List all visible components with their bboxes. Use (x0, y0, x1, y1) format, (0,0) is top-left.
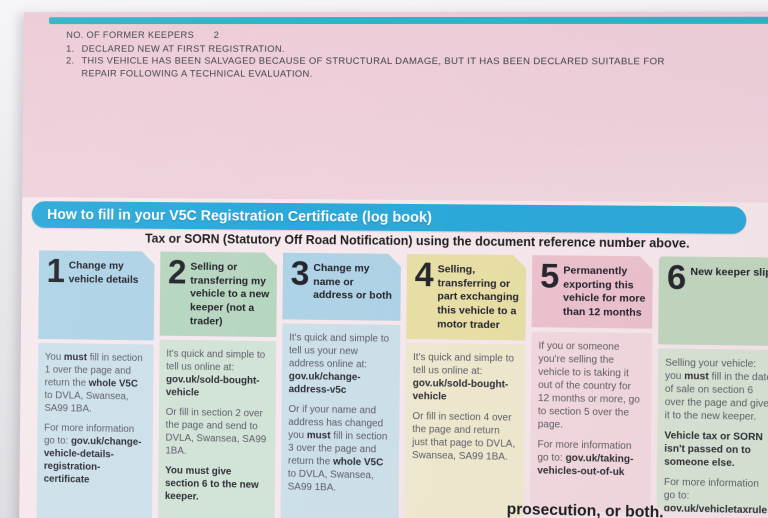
instruction-column-header: 4 Selling, transferring or part exchangi… (406, 254, 526, 341)
howto-title: How to fill in your V5C Registration Cer… (47, 206, 432, 226)
instruction-column-header: 3 Change my name or address or both (282, 253, 401, 321)
instruction-column-body: Selling your vehicle: you must fill in t… (656, 348, 768, 514)
instruction-paragraph: It's quick and simple to tell us your ne… (288, 332, 390, 396)
instruction-paragraph: Or fill in section 2 over the page and s… (165, 407, 267, 457)
instruction-column-body: If you or someone you're selling the veh… (529, 331, 653, 513)
instruction-paragraph: Selling your vehicle: you must fill in t… (664, 357, 768, 423)
section-number: 6 (666, 258, 686, 298)
instruction-column-1: 1 Change my vehicle details You must fil… (36, 250, 155, 518)
instruction-column-header: 2 Selling or transferring my vehicle to … (160, 252, 278, 338)
section-number: 1 (46, 252, 65, 291)
instruction-paragraph: Or fill in section 4 over the page and r… (411, 411, 516, 464)
section-number: 5 (539, 257, 559, 296)
section-number: 4 (414, 256, 433, 295)
section-title: Change my name or address or both (313, 262, 392, 303)
section-number: 3 (290, 254, 309, 293)
v5c-document-page: NO. OF FORMER KEEPERS 2 1. DECLARED NEW A… (18, 11, 768, 518)
notice-item-1: 1. DECLARED NEW AT FIRST REGISTRATION. (66, 43, 693, 56)
instruction-paragraph: For more information go to: gov.uk/vehic… (663, 476, 768, 514)
instruction-column-header: 6 New keeper slip (658, 256, 768, 346)
former-keepers-line: NO. OF FORMER KEEPERS 2 (66, 30, 693, 43)
how-to-columns: 1 Change my vehicle details You must fil… (36, 250, 768, 518)
notice-item-2: 2. THIS VEHICLE HAS BEEN SALVAGED BECAUS… (66, 56, 693, 82)
instruction-column-6: 6 New keeper slip Selling your vehicle: … (656, 256, 768, 518)
instruction-paragraph: It's quick and simple to tell us online … (165, 348, 266, 399)
instruction-paragraph: If you or someone you're selling the veh… (537, 340, 640, 431)
instruction-paragraph: It's quick and simple to tell us online … (412, 352, 515, 403)
instruction-column-body: It's quick and simple to tell us your ne… (279, 323, 401, 518)
bottom-warning-text: prosecution, or both. (506, 500, 664, 518)
section-number: 2 (167, 253, 186, 292)
section-title: Permanently exporting this vehicle for m… (562, 264, 646, 319)
section-title: Selling or transferring my vehicle to a … (189, 260, 270, 328)
instruction-column-2: 2 Selling or transferring my vehicle to … (157, 252, 277, 518)
notice-item-number: 2. (65, 55, 75, 67)
notice-item-text: THIS VEHICLE HAS BEEN SALVAGED BECAUSE O… (81, 55, 665, 80)
former-keepers-notice: NO. OF FORMER KEEPERS 2 1. DECLARED NEW A… (66, 30, 693, 82)
notice-item-text: DECLARED NEW AT FIRST REGISTRATION. (81, 43, 285, 55)
instruction-column-header: 1 Change my vehicle details (38, 250, 154, 340)
former-keepers-label: NO. OF FORMER KEEPERS (66, 30, 195, 41)
instruction-paragraph: You must fill in section 1 over the page… (44, 351, 143, 415)
notice-item-number: 1. (66, 43, 75, 55)
instruction-column-body: It's quick and simple to tell us online … (403, 343, 526, 518)
section-title: Selling, transferring or part exchanging… (437, 263, 519, 331)
instruction-paragraph: Vehicle tax or SORN isn't passed on to s… (664, 430, 763, 470)
former-keepers-value: 2 (213, 30, 220, 41)
top-teal-stripe (48, 16, 768, 25)
instruction-column-body: It's quick and simple to tell us online … (157, 339, 277, 518)
tax-or-sorn-subtitle: Tax or SORN (Statutory Off Road Notifica… (145, 231, 690, 251)
instruction-column-3: 3 Change my name or address or both It's… (279, 253, 401, 518)
instruction-paragraph: You must give section 6 to the new keepe… (164, 465, 259, 503)
section-title: New keeper slip (690, 265, 768, 279)
instruction-column-5: 5 Permanently exporting this vehicle for… (529, 255, 653, 518)
instruction-column-header: 5 Permanently exporting this vehicle for… (532, 255, 653, 328)
instruction-paragraph: For more information go to: gov.uk/takin… (537, 438, 634, 478)
instruction-column-body: You must fill in section 1 over the page… (36, 342, 154, 518)
pink-top-section: NO. OF FORMER KEEPERS 2 1. DECLARED NEW A… (22, 11, 768, 203)
instruction-paragraph: For more information go to: gov.uk/chang… (43, 422, 142, 486)
instruction-column-4: 4 Selling, transferring or part exchangi… (403, 254, 526, 518)
instruction-paragraph: Or if your name and address has changed … (287, 403, 388, 494)
howto-header-bar: How to fill in your V5C Registration Cer… (31, 201, 747, 234)
section-title: Change my vehicle details (68, 259, 139, 286)
